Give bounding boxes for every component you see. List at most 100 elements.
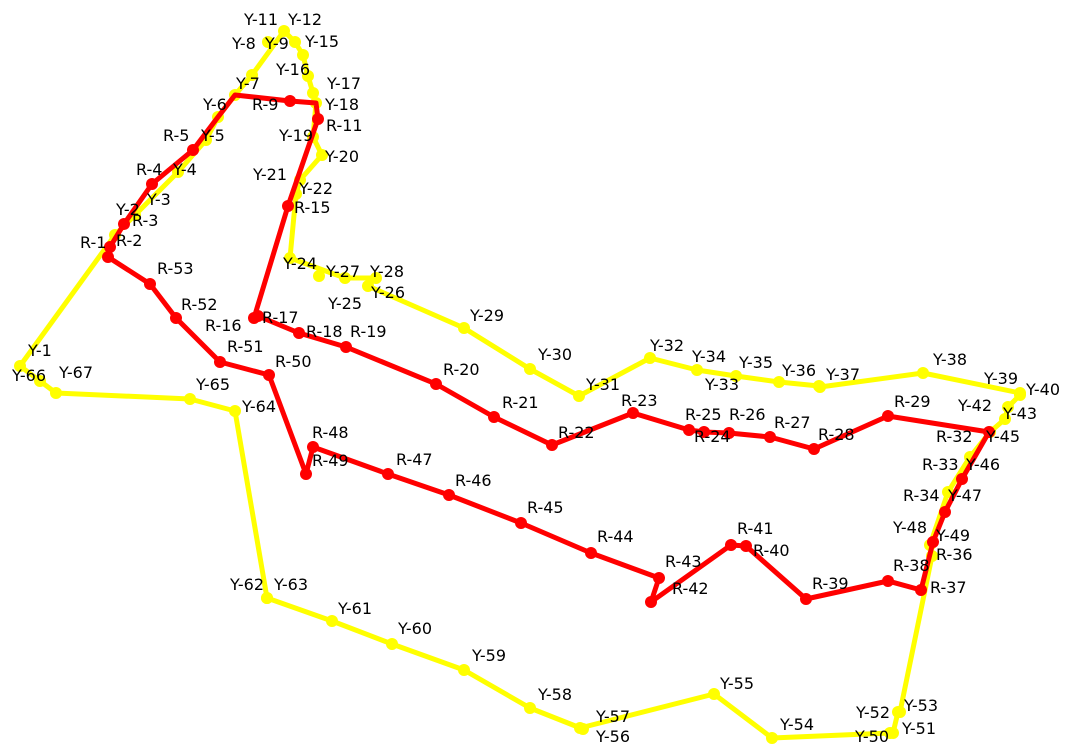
yellow-route xyxy=(14,25,1026,744)
route-point-r-17 xyxy=(252,310,264,322)
point-label-r-38: R-38 xyxy=(893,556,930,575)
route-point-r-22 xyxy=(546,439,558,451)
point-label-r-2: R-2 xyxy=(116,231,142,250)
point-label-y-39: Y-39 xyxy=(983,369,1018,388)
point-label-r-52: R-52 xyxy=(181,295,218,314)
point-label-y-26: Y-26 xyxy=(370,283,405,302)
route-point-r-47 xyxy=(382,468,394,480)
point-label-r-1: R-1 xyxy=(80,233,106,252)
route-point-r-52 xyxy=(170,312,182,324)
route-point-r-23 xyxy=(627,407,639,419)
route-point-y-33 xyxy=(730,370,742,382)
route-point-r-44 xyxy=(585,547,597,559)
point-label-r-44: R-44 xyxy=(597,527,634,546)
point-label-r-37: R-37 xyxy=(930,578,967,597)
point-label-r-5: R-5 xyxy=(163,126,189,145)
point-label-r-15: R-15 xyxy=(294,198,331,217)
route-point-y-1 xyxy=(14,360,26,372)
point-label-y-56: Y-56 xyxy=(595,727,630,745)
route-point-y-63 xyxy=(261,592,273,604)
route-point-r-34 xyxy=(939,506,951,518)
route-point-y-67 xyxy=(50,387,62,399)
route-point-r-9 xyxy=(284,95,296,107)
point-label-y-65: Y-65 xyxy=(195,375,230,394)
route-point-r-36 xyxy=(927,536,939,548)
route-point-y-15 xyxy=(297,49,309,61)
route-point-r-51 xyxy=(214,356,226,368)
route-point-r-48 xyxy=(307,441,319,453)
point-label-y-36: Y-36 xyxy=(781,361,816,380)
point-label-y-15: Y-15 xyxy=(304,32,339,51)
route-point-y-29 xyxy=(458,322,470,334)
point-label-y-6: Y-6 xyxy=(202,95,227,114)
route-point-y-31 xyxy=(573,390,585,402)
route-point-r-24 xyxy=(698,426,710,438)
point-label-y-35: Y-35 xyxy=(738,353,773,372)
point-label-r-16: R-16 xyxy=(205,316,242,335)
point-label-r-23: R-23 xyxy=(621,391,658,410)
route-point-r-27 xyxy=(764,431,776,443)
route-point-y-28 xyxy=(370,272,382,284)
point-label-r-51: R-51 xyxy=(227,337,264,356)
route-point-y-65 xyxy=(184,393,196,405)
route-point-y-60 xyxy=(386,638,398,650)
point-label-y-54: Y-54 xyxy=(779,715,814,734)
point-label-r-34: R-34 xyxy=(903,486,940,505)
route-point-r-20 xyxy=(430,378,442,390)
point-label-y-30: Y-30 xyxy=(537,345,572,364)
route-point-y-32 xyxy=(644,352,656,364)
route-point-r-1 xyxy=(102,251,114,263)
point-label-r-3: R-3 xyxy=(132,211,158,230)
route-point-y-40 xyxy=(1014,389,1026,401)
point-label-y-48: Y-48 xyxy=(892,518,927,537)
point-label-y-52: Y-52 xyxy=(855,703,890,722)
point-label-y-53: Y-53 xyxy=(903,696,938,715)
point-label-r-40: R-40 xyxy=(753,541,790,560)
point-label-r-9: R-9 xyxy=(252,95,278,114)
point-label-y-64: Y-64 xyxy=(241,397,276,416)
route-point-r-4 xyxy=(146,178,158,190)
point-label-y-25: Y-25 xyxy=(327,294,362,313)
point-label-r-21: R-21 xyxy=(502,393,539,412)
point-label-y-47: Y-47 xyxy=(947,486,982,505)
route-point-y-12 xyxy=(289,36,301,48)
point-label-r-32: R-32 xyxy=(936,427,973,446)
route-point-r-42 xyxy=(645,596,657,608)
route-point-y-9 xyxy=(262,36,274,48)
route-point-r-28 xyxy=(808,443,820,455)
route-point-y-27 xyxy=(339,272,351,284)
point-label-y-38: Y-38 xyxy=(932,350,967,369)
point-label-r-33: R-33 xyxy=(922,455,959,474)
point-label-r-11: R-11 xyxy=(326,116,363,135)
point-label-y-22: Y-22 xyxy=(298,179,333,198)
point-label-r-22: R-22 xyxy=(558,423,595,442)
route-point-r-49 xyxy=(300,468,312,480)
point-label-r-45: R-45 xyxy=(527,498,564,517)
point-label-r-48: R-48 xyxy=(312,423,349,442)
point-label-y-37: Y-37 xyxy=(825,365,860,384)
route-point-y-25 xyxy=(313,270,325,282)
point-label-r-29: R-29 xyxy=(894,392,931,411)
route-point-r-40 xyxy=(740,540,752,552)
point-label-r-39: R-39 xyxy=(812,574,849,593)
route-point-r-37 xyxy=(915,584,927,596)
point-label-y-5: Y-5 xyxy=(200,126,225,145)
route-point-y-17 xyxy=(307,87,319,99)
route-point-r-21 xyxy=(488,411,500,423)
point-label-r-26: R-26 xyxy=(729,405,766,424)
point-label-y-18: Y-18 xyxy=(324,95,359,114)
point-label-r-27: R-27 xyxy=(774,413,811,432)
point-label-r-43: R-43 xyxy=(665,552,702,571)
point-label-y-57: Y-57 xyxy=(595,707,630,726)
point-label-y-49: Y-49 xyxy=(935,526,970,545)
point-label-y-19: Y-19 xyxy=(278,126,313,145)
point-label-r-53: R-53 xyxy=(157,259,194,278)
point-label-y-4: Y-4 xyxy=(172,160,197,179)
route-point-r-18 xyxy=(293,327,305,339)
point-label-y-7: Y-7 xyxy=(235,74,260,93)
point-label-y-62: Y-62 xyxy=(229,575,264,594)
point-label-y-28: Y-28 xyxy=(369,262,404,281)
point-label-y-17: Y-17 xyxy=(326,74,361,93)
point-label-y-29: Y-29 xyxy=(469,306,504,325)
